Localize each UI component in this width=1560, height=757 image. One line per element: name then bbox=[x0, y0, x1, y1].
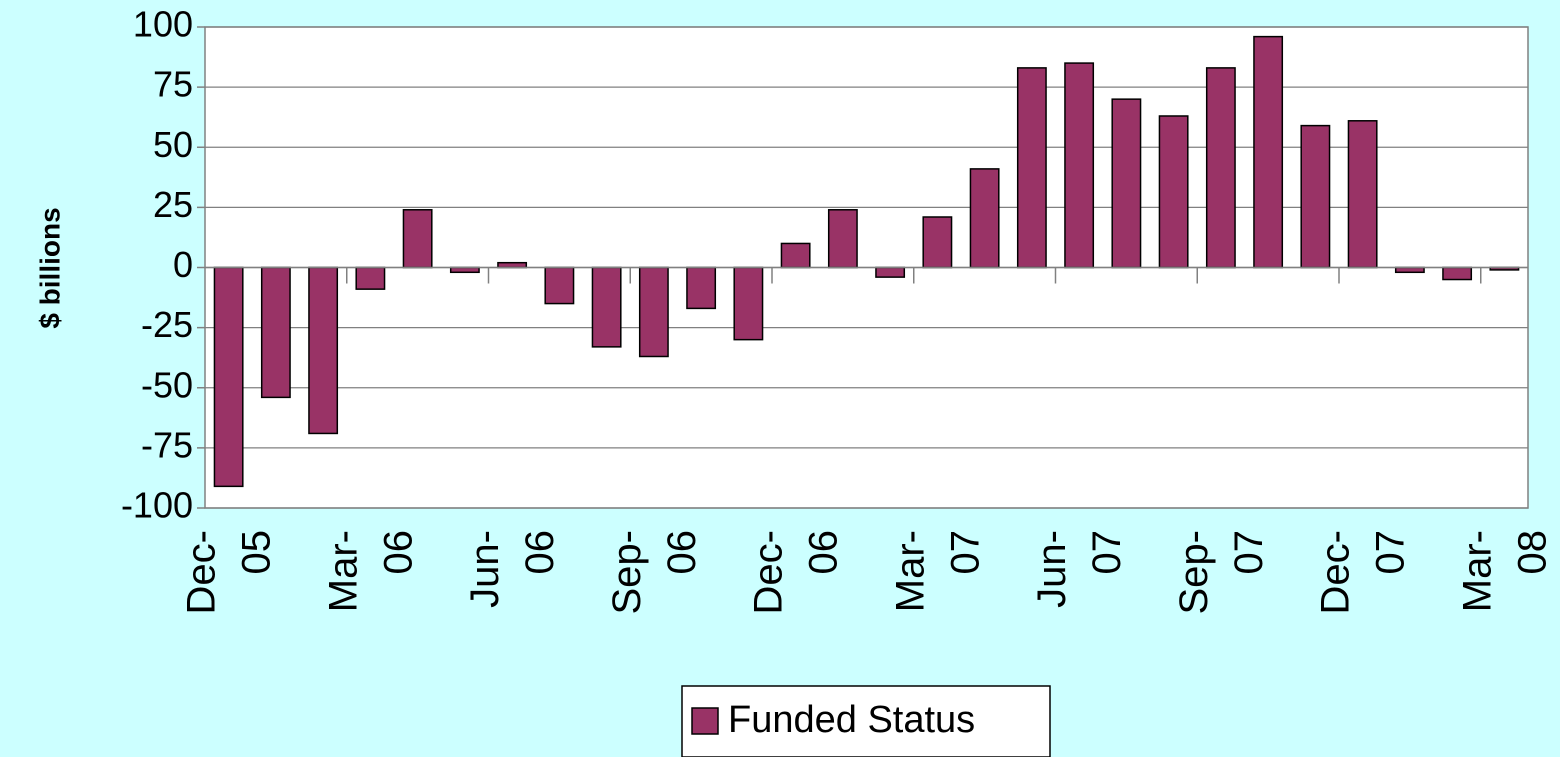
bar bbox=[1347, 120, 1378, 269]
y-tick-label: -75 bbox=[141, 424, 193, 465]
bar bbox=[1300, 124, 1331, 269]
bar bbox=[638, 266, 669, 358]
bar bbox=[875, 266, 906, 278]
legend-box bbox=[681, 685, 1051, 757]
bar bbox=[1016, 67, 1047, 269]
bar bbox=[969, 168, 1000, 269]
bar bbox=[1111, 98, 1142, 269]
bar bbox=[355, 266, 386, 290]
bar bbox=[1442, 266, 1473, 281]
x-tick-label: Mar- 07 bbox=[888, 530, 987, 612]
legend-label: Funded Status bbox=[728, 699, 975, 741]
y-axis-label: $ billions bbox=[34, 207, 65, 328]
y-tick-label: 0 bbox=[173, 244, 193, 285]
x-tick-label: Jun- 07 bbox=[1030, 530, 1129, 608]
legend bbox=[681, 685, 1051, 757]
y-tick-label: 100 bbox=[133, 4, 193, 45]
y-tick-label: 50 bbox=[153, 124, 193, 165]
bar bbox=[1205, 67, 1236, 269]
y-tick-label: 25 bbox=[153, 184, 193, 225]
x-tick-label: Dec- 07 bbox=[1314, 530, 1413, 614]
bar bbox=[1253, 35, 1284, 269]
x-tick-label: Sep- 07 bbox=[1172, 530, 1271, 615]
x-tick-label: Dec- 05 bbox=[180, 530, 279, 614]
x-tick-label: Dec- 06 bbox=[747, 530, 846, 614]
bar bbox=[827, 209, 858, 269]
bar bbox=[260, 266, 291, 399]
bar bbox=[733, 266, 764, 341]
x-tick-label: Mar- 08 bbox=[1455, 530, 1554, 612]
bar bbox=[591, 266, 622, 348]
bar bbox=[402, 209, 433, 269]
bar bbox=[1158, 115, 1189, 269]
x-tick-label: Mar- 06 bbox=[321, 530, 420, 612]
bar bbox=[544, 266, 575, 305]
y-tick-label: 75 bbox=[153, 64, 193, 105]
bar bbox=[213, 266, 244, 488]
y-tick-label: -50 bbox=[141, 364, 193, 405]
x-tick-label: Jun- 06 bbox=[463, 530, 562, 608]
x-tick-label: Sep- 06 bbox=[605, 530, 704, 615]
bar bbox=[1064, 62, 1095, 269]
y-tick-label: -25 bbox=[141, 304, 193, 345]
bar bbox=[686, 266, 717, 310]
bar bbox=[922, 216, 953, 269]
legend-swatch bbox=[691, 707, 719, 735]
bar bbox=[308, 266, 339, 435]
y-tick-label: -100 bbox=[121, 485, 193, 526]
bar bbox=[780, 242, 811, 269]
